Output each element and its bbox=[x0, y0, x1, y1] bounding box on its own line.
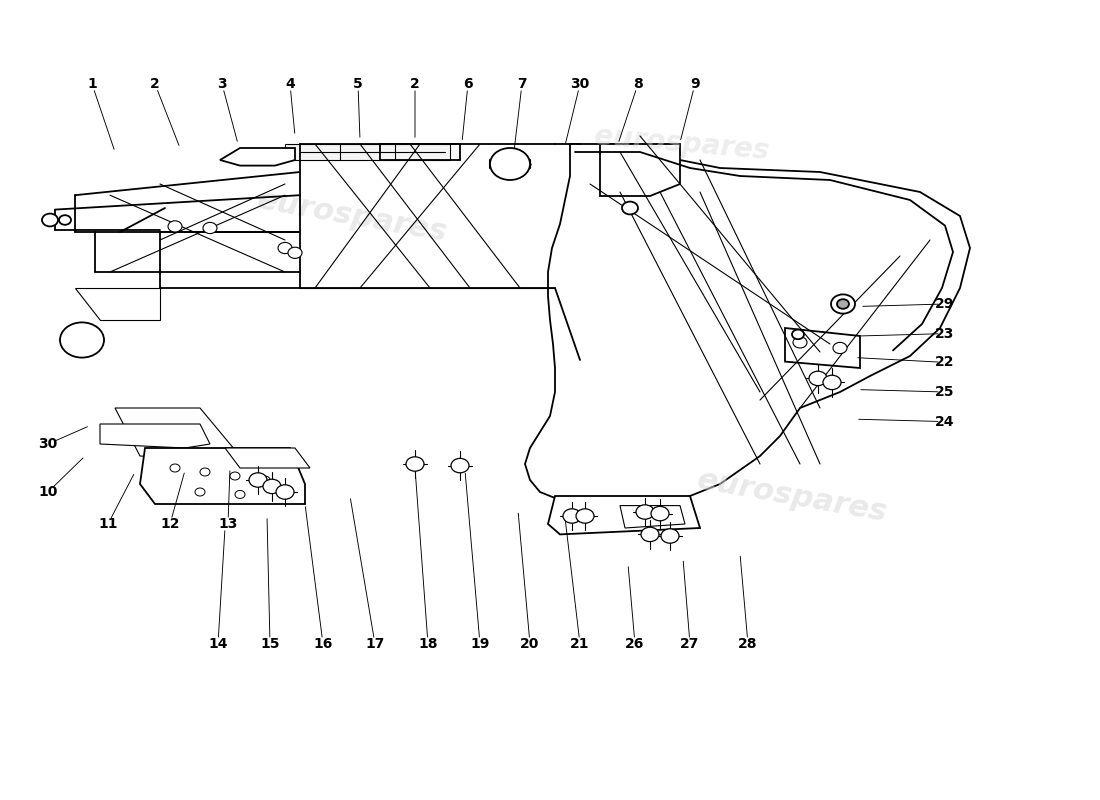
Text: eurospares: eurospares bbox=[254, 185, 450, 247]
Text: 18: 18 bbox=[418, 637, 438, 651]
Text: 8: 8 bbox=[634, 77, 642, 91]
Text: 15: 15 bbox=[261, 637, 279, 651]
Circle shape bbox=[833, 342, 847, 354]
Polygon shape bbox=[620, 506, 685, 528]
Text: 30: 30 bbox=[39, 437, 57, 451]
Polygon shape bbox=[285, 144, 450, 160]
Text: 21: 21 bbox=[570, 637, 590, 651]
Text: 20: 20 bbox=[520, 637, 540, 651]
Circle shape bbox=[636, 505, 654, 519]
Circle shape bbox=[792, 330, 804, 339]
Text: 13: 13 bbox=[218, 517, 238, 531]
Text: 24: 24 bbox=[935, 414, 955, 429]
Text: 23: 23 bbox=[935, 326, 955, 341]
Text: 2: 2 bbox=[410, 77, 420, 91]
Circle shape bbox=[168, 221, 182, 232]
Circle shape bbox=[576, 509, 594, 523]
Circle shape bbox=[170, 464, 180, 472]
Circle shape bbox=[263, 479, 280, 494]
Circle shape bbox=[837, 299, 849, 309]
Polygon shape bbox=[525, 144, 970, 504]
Text: eurospares: eurospares bbox=[593, 122, 771, 166]
Circle shape bbox=[808, 371, 827, 386]
Circle shape bbox=[661, 529, 679, 543]
Text: 2: 2 bbox=[150, 77, 160, 91]
Text: 26: 26 bbox=[625, 637, 645, 651]
Text: 16: 16 bbox=[314, 637, 332, 651]
Circle shape bbox=[288, 247, 302, 258]
Text: 7: 7 bbox=[517, 77, 527, 91]
Polygon shape bbox=[220, 148, 295, 166]
Polygon shape bbox=[140, 448, 305, 504]
Text: 1: 1 bbox=[87, 77, 97, 91]
Text: 3: 3 bbox=[217, 77, 227, 91]
Polygon shape bbox=[785, 328, 860, 368]
Circle shape bbox=[490, 148, 530, 180]
Circle shape bbox=[42, 214, 58, 226]
Circle shape bbox=[451, 458, 469, 473]
Text: 22: 22 bbox=[935, 355, 955, 370]
Polygon shape bbox=[226, 448, 310, 468]
Circle shape bbox=[200, 468, 210, 476]
Text: 30: 30 bbox=[571, 77, 590, 91]
Text: 29: 29 bbox=[935, 297, 955, 311]
Circle shape bbox=[641, 527, 659, 542]
Text: 14: 14 bbox=[208, 637, 228, 651]
Circle shape bbox=[60, 322, 104, 358]
Text: 5: 5 bbox=[353, 77, 363, 91]
Circle shape bbox=[195, 488, 205, 496]
Circle shape bbox=[235, 490, 245, 498]
Text: 25: 25 bbox=[935, 385, 955, 399]
Text: 28: 28 bbox=[738, 637, 758, 651]
Polygon shape bbox=[600, 144, 680, 196]
Circle shape bbox=[276, 485, 294, 499]
Circle shape bbox=[651, 506, 669, 521]
Circle shape bbox=[260, 476, 270, 484]
Text: 12: 12 bbox=[161, 517, 179, 531]
Polygon shape bbox=[100, 424, 210, 448]
Text: 4: 4 bbox=[285, 77, 295, 91]
Text: 27: 27 bbox=[680, 637, 700, 651]
Text: 11: 11 bbox=[98, 517, 118, 531]
Text: 17: 17 bbox=[365, 637, 385, 651]
Circle shape bbox=[563, 509, 581, 523]
Circle shape bbox=[830, 294, 855, 314]
Circle shape bbox=[204, 222, 217, 234]
Circle shape bbox=[793, 337, 807, 348]
Circle shape bbox=[249, 473, 267, 487]
Circle shape bbox=[621, 202, 638, 214]
Text: 19: 19 bbox=[471, 637, 490, 651]
Circle shape bbox=[230, 472, 240, 480]
Polygon shape bbox=[116, 408, 240, 460]
Circle shape bbox=[823, 375, 842, 390]
Text: 10: 10 bbox=[39, 485, 57, 499]
Text: eurospares: eurospares bbox=[694, 465, 890, 527]
Circle shape bbox=[59, 215, 72, 225]
Polygon shape bbox=[75, 288, 160, 320]
Text: 9: 9 bbox=[690, 77, 700, 91]
Circle shape bbox=[406, 457, 424, 471]
Polygon shape bbox=[548, 496, 700, 534]
Circle shape bbox=[278, 242, 292, 254]
Text: 6: 6 bbox=[463, 77, 473, 91]
